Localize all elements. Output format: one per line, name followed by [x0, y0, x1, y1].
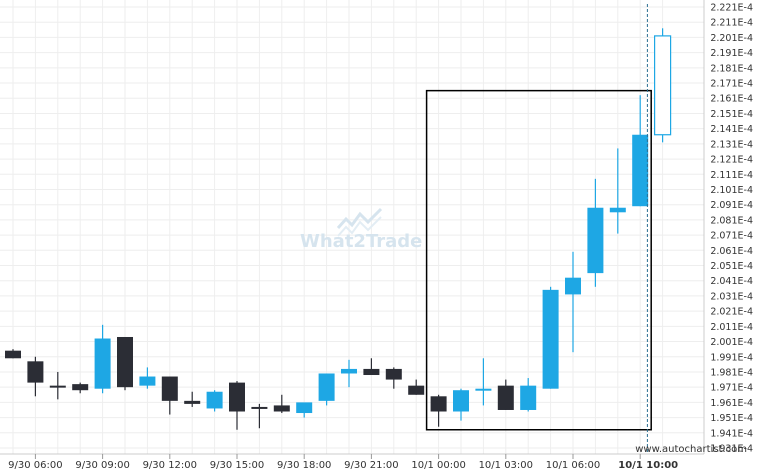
- candle-body: [49, 385, 66, 388]
- candle-body: [453, 390, 469, 412]
- y-tick-label: 2.131E-4: [710, 139, 753, 150]
- watermark: What2Trade: [300, 207, 422, 252]
- y-tick-label: 1.981E-4: [710, 367, 753, 378]
- pattern-box: [425, 89, 652, 431]
- watermark-text: What2Trade: [300, 231, 422, 252]
- candle-body: [632, 134, 649, 207]
- y-tick-label: 2.121E-4: [710, 155, 753, 166]
- candle-body: [206, 391, 223, 409]
- candle-body: [139, 376, 156, 386]
- candle-body: [184, 400, 201, 404]
- y-axis: 1.931E-4 1.941E-4 1.951E-4 1.961E-4 1.971E-4…: [703, 0, 753, 455]
- candle-body: [318, 373, 335, 401]
- candle-body: [430, 396, 447, 412]
- x-tick-label: 9/30 06:00: [8, 460, 62, 471]
- x-tick-label: 10/1 03:00: [479, 460, 533, 471]
- y-tick-label: 2.031E-4: [710, 291, 753, 302]
- y-tick-label: 2.071E-4: [710, 231, 753, 242]
- candle-body: [408, 385, 425, 395]
- y-tick-label: 1.961E-4: [710, 398, 753, 409]
- y-tick-label: 2.111E-4: [710, 170, 753, 181]
- y-tick-label: 2.061E-4: [710, 246, 753, 257]
- y-tick-label: 2.101E-4: [710, 185, 753, 196]
- x-tick-label: 9/30 21:00: [344, 460, 398, 471]
- y-tick-label: 2.191E-4: [710, 48, 753, 59]
- y-tick-label: 2.141E-4: [710, 124, 753, 135]
- y-tick-label: 1.951E-4: [710, 413, 753, 424]
- candle-body: [609, 207, 626, 213]
- candle-body: [27, 361, 44, 383]
- y-tick-label: 2.011E-4: [710, 322, 753, 333]
- candle-body: [565, 277, 581, 295]
- x-tick-label: 9/30 12:00: [143, 460, 197, 471]
- candle-body: [273, 405, 290, 412]
- y-tick-label: 1.971E-4: [710, 383, 753, 394]
- x-tick-label: 9/30 09:00: [75, 460, 129, 471]
- chart-arrow-logo-icon: [336, 207, 383, 237]
- candle-body: [229, 382, 245, 412]
- pattern-overlay: [425, 4, 652, 454]
- candle-body: [251, 406, 268, 409]
- y-tick-label: 2.171E-4: [710, 79, 753, 90]
- y-tick-label: 2.081E-4: [710, 215, 753, 226]
- candle-body: [542, 289, 559, 389]
- candle-body: [161, 376, 178, 401]
- candle-body: [117, 336, 133, 388]
- y-tick-label: 2.001E-4: [710, 337, 753, 348]
- y-tick-label: 2.221E-4: [710, 3, 753, 14]
- y-tick-label: 2.201E-4: [710, 33, 753, 44]
- x-tick-label: 10/1 06:00: [546, 460, 600, 471]
- candle-body: [5, 350, 21, 359]
- candle-body: [475, 388, 492, 391]
- x-tick-label: 10/1 00:00: [411, 460, 465, 471]
- y-tick-label: 1.931E-4: [710, 444, 753, 455]
- y-tick-label: 2.041E-4: [710, 276, 753, 287]
- candles: [5, 28, 672, 430]
- candle-body: [385, 368, 402, 380]
- x-tick-label: 9/30 18:00: [277, 460, 331, 471]
- candle-body: [94, 338, 111, 389]
- x-tick-label: 9/30 15:00: [210, 460, 264, 471]
- credit-text: www.autochartist.com: [635, 444, 747, 455]
- candle-body: [341, 368, 357, 374]
- y-tick-label: 1.941E-4: [710, 428, 753, 439]
- candle-body: [363, 368, 380, 376]
- candle-body: [497, 385, 514, 410]
- x-tick-label: 10/1 10:00: [618, 460, 678, 471]
- x-axis: 9/30 06:00 9/30 09:00 9/30 12:00 9/30 15:00…: [0, 453, 704, 471]
- y-tick-label: 1.991E-4: [710, 352, 753, 363]
- candle-body: [587, 207, 604, 274]
- y-tick-label: 2.181E-4: [710, 63, 753, 74]
- y-tick-label: 2.161E-4: [710, 94, 753, 105]
- y-tick-label: 2.211E-4: [710, 18, 753, 29]
- y-tick-label: 2.021E-4: [710, 307, 753, 318]
- y-tick-label: 2.151E-4: [710, 109, 753, 120]
- candle-body: [72, 384, 89, 391]
- candle-body: [296, 402, 313, 414]
- candle-body: [520, 385, 537, 410]
- y-tick-label: 2.091E-4: [710, 200, 753, 211]
- candle-body: [653, 35, 672, 136]
- y-tick-label: 2.051E-4: [710, 261, 753, 272]
